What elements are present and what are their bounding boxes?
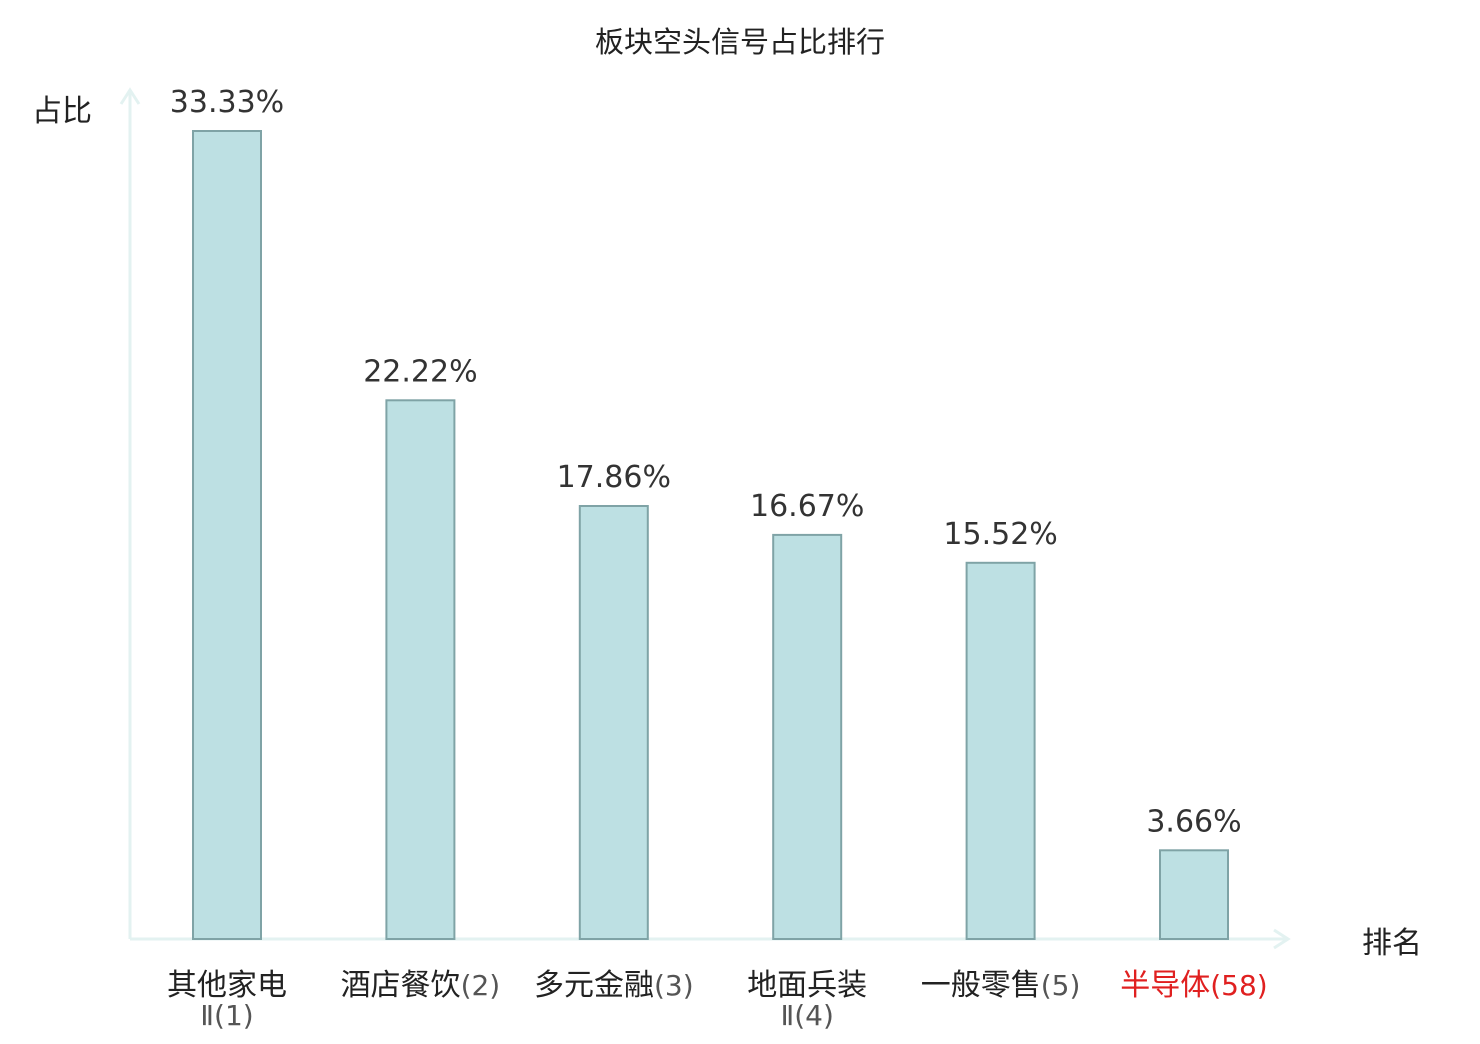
data-label: 33.33% (170, 85, 284, 120)
bar (385, 399, 456, 940)
category-label: 多元金融(3) (534, 968, 694, 1003)
bar (1159, 849, 1229, 940)
y-axis-arrow (119, 87, 141, 105)
value-labels-group: 33.33% 22.22% 17.86% 16.67% 15.52% 3.66% (170, 85, 1242, 839)
y-axis-label: 占比 (32, 94, 92, 129)
bar (192, 130, 262, 940)
chart-title: 板块空头信号占比排行 (595, 25, 885, 59)
category-label: 其他家电 (167, 968, 287, 1003)
bar (578, 505, 649, 940)
x-axis-label: 排名 (1362, 926, 1422, 961)
bar (772, 533, 843, 941)
x-axis-arrow (1273, 928, 1291, 950)
category-label: 半导体(58) (1120, 968, 1267, 1003)
category-label: 一般零售(5) (921, 968, 1081, 1003)
category-label: 地面兵装 (747, 968, 867, 1003)
axes (119, 87, 1291, 950)
data-label: 16.67% (750, 489, 864, 524)
category-label: 酒店餐饮(2) (341, 968, 501, 1003)
category-rank-label: Ⅱ(1) (200, 999, 253, 1032)
bar (965, 561, 1036, 940)
data-label: 17.86% (557, 460, 671, 495)
data-label: 3.66% (1146, 804, 1241, 839)
bars-group (192, 130, 1229, 941)
data-label: 22.22% (363, 354, 477, 389)
data-label: 15.52% (943, 517, 1057, 552)
category-rank-label: Ⅱ(4) (780, 999, 833, 1032)
